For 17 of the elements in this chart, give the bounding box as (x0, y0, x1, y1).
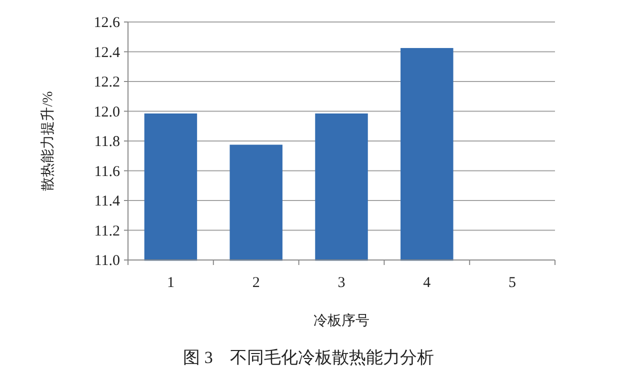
x-tick-label: 2 (252, 275, 260, 291)
x-tick-label: 3 (338, 275, 346, 291)
y-axis-title: 散热能力提升/% (40, 90, 56, 191)
y-tick-label: 12.0 (94, 104, 120, 120)
x-tick-label: 4 (423, 275, 432, 291)
x-tick-label: 1 (166, 275, 174, 291)
y-tick-label: 11.8 (94, 134, 120, 150)
y-tick-label: 12.6 (94, 15, 120, 31)
x-axis-title: 冷板序号 (314, 313, 370, 329)
y-tick-label: 11.0 (94, 253, 120, 269)
y-tick-label: 12.2 (94, 74, 120, 90)
y-tick-label: 11.2 (94, 223, 120, 240)
y-tick-label: 12.4 (94, 44, 120, 61)
x-tick-label: 5 (508, 275, 516, 291)
y-tick-label: 11.4 (94, 194, 120, 210)
y-tick-label: 11.6 (94, 164, 120, 180)
text: 图 3 不同毛化冷板散热能力分析 (183, 348, 434, 367)
